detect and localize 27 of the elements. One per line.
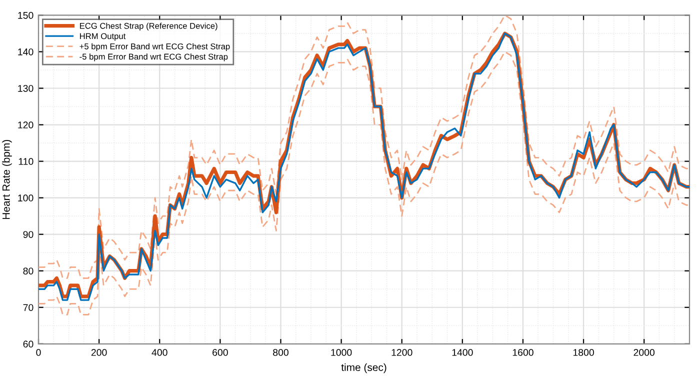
x-tick-label: 1200 [392,349,412,356]
legend-label: ECG Chest Strap (Reference Device) [80,22,218,30]
y-tick-label: 130 [18,84,34,92]
x-tick-label: 800 [273,349,288,356]
x-tick-label: 2000 [634,349,655,356]
y-tick-label: 70 [23,304,34,311]
y-axis-title: Heart Rate (bpm) [2,140,12,219]
y-tick-label: 120 [18,122,34,128]
legend-label: +5 bpm Error Band wrt ECG Chest Strap [80,43,230,52]
x-tick-label: 400 [152,349,168,356]
y-tick-label: 100 [18,194,34,202]
y-tick-label: 150 [18,12,34,19]
y-tick-label: 80 [23,268,34,274]
x-tick-label: 1000 [331,349,352,356]
legend-label: -5 bpm Error Band wrt ECG Chest Strap [80,54,228,62]
x-axis-title: time (sec) [341,363,386,374]
y-tick-label: 60 [23,340,34,348]
y-tick-label: 140 [18,48,34,56]
legend-label: HRM Output [80,33,126,41]
y-tick-label: 90 [23,231,34,238]
x-tick-label: 600 [212,349,228,356]
y-tick-label: 110 [18,158,34,165]
x-tick-label: 200 [91,349,107,356]
x-tick-label: 1400 [452,349,473,356]
x-tick-label: 1600 [512,349,534,356]
x-tick-label: 1800 [573,349,594,356]
x-tick-label: 0 [36,349,41,356]
